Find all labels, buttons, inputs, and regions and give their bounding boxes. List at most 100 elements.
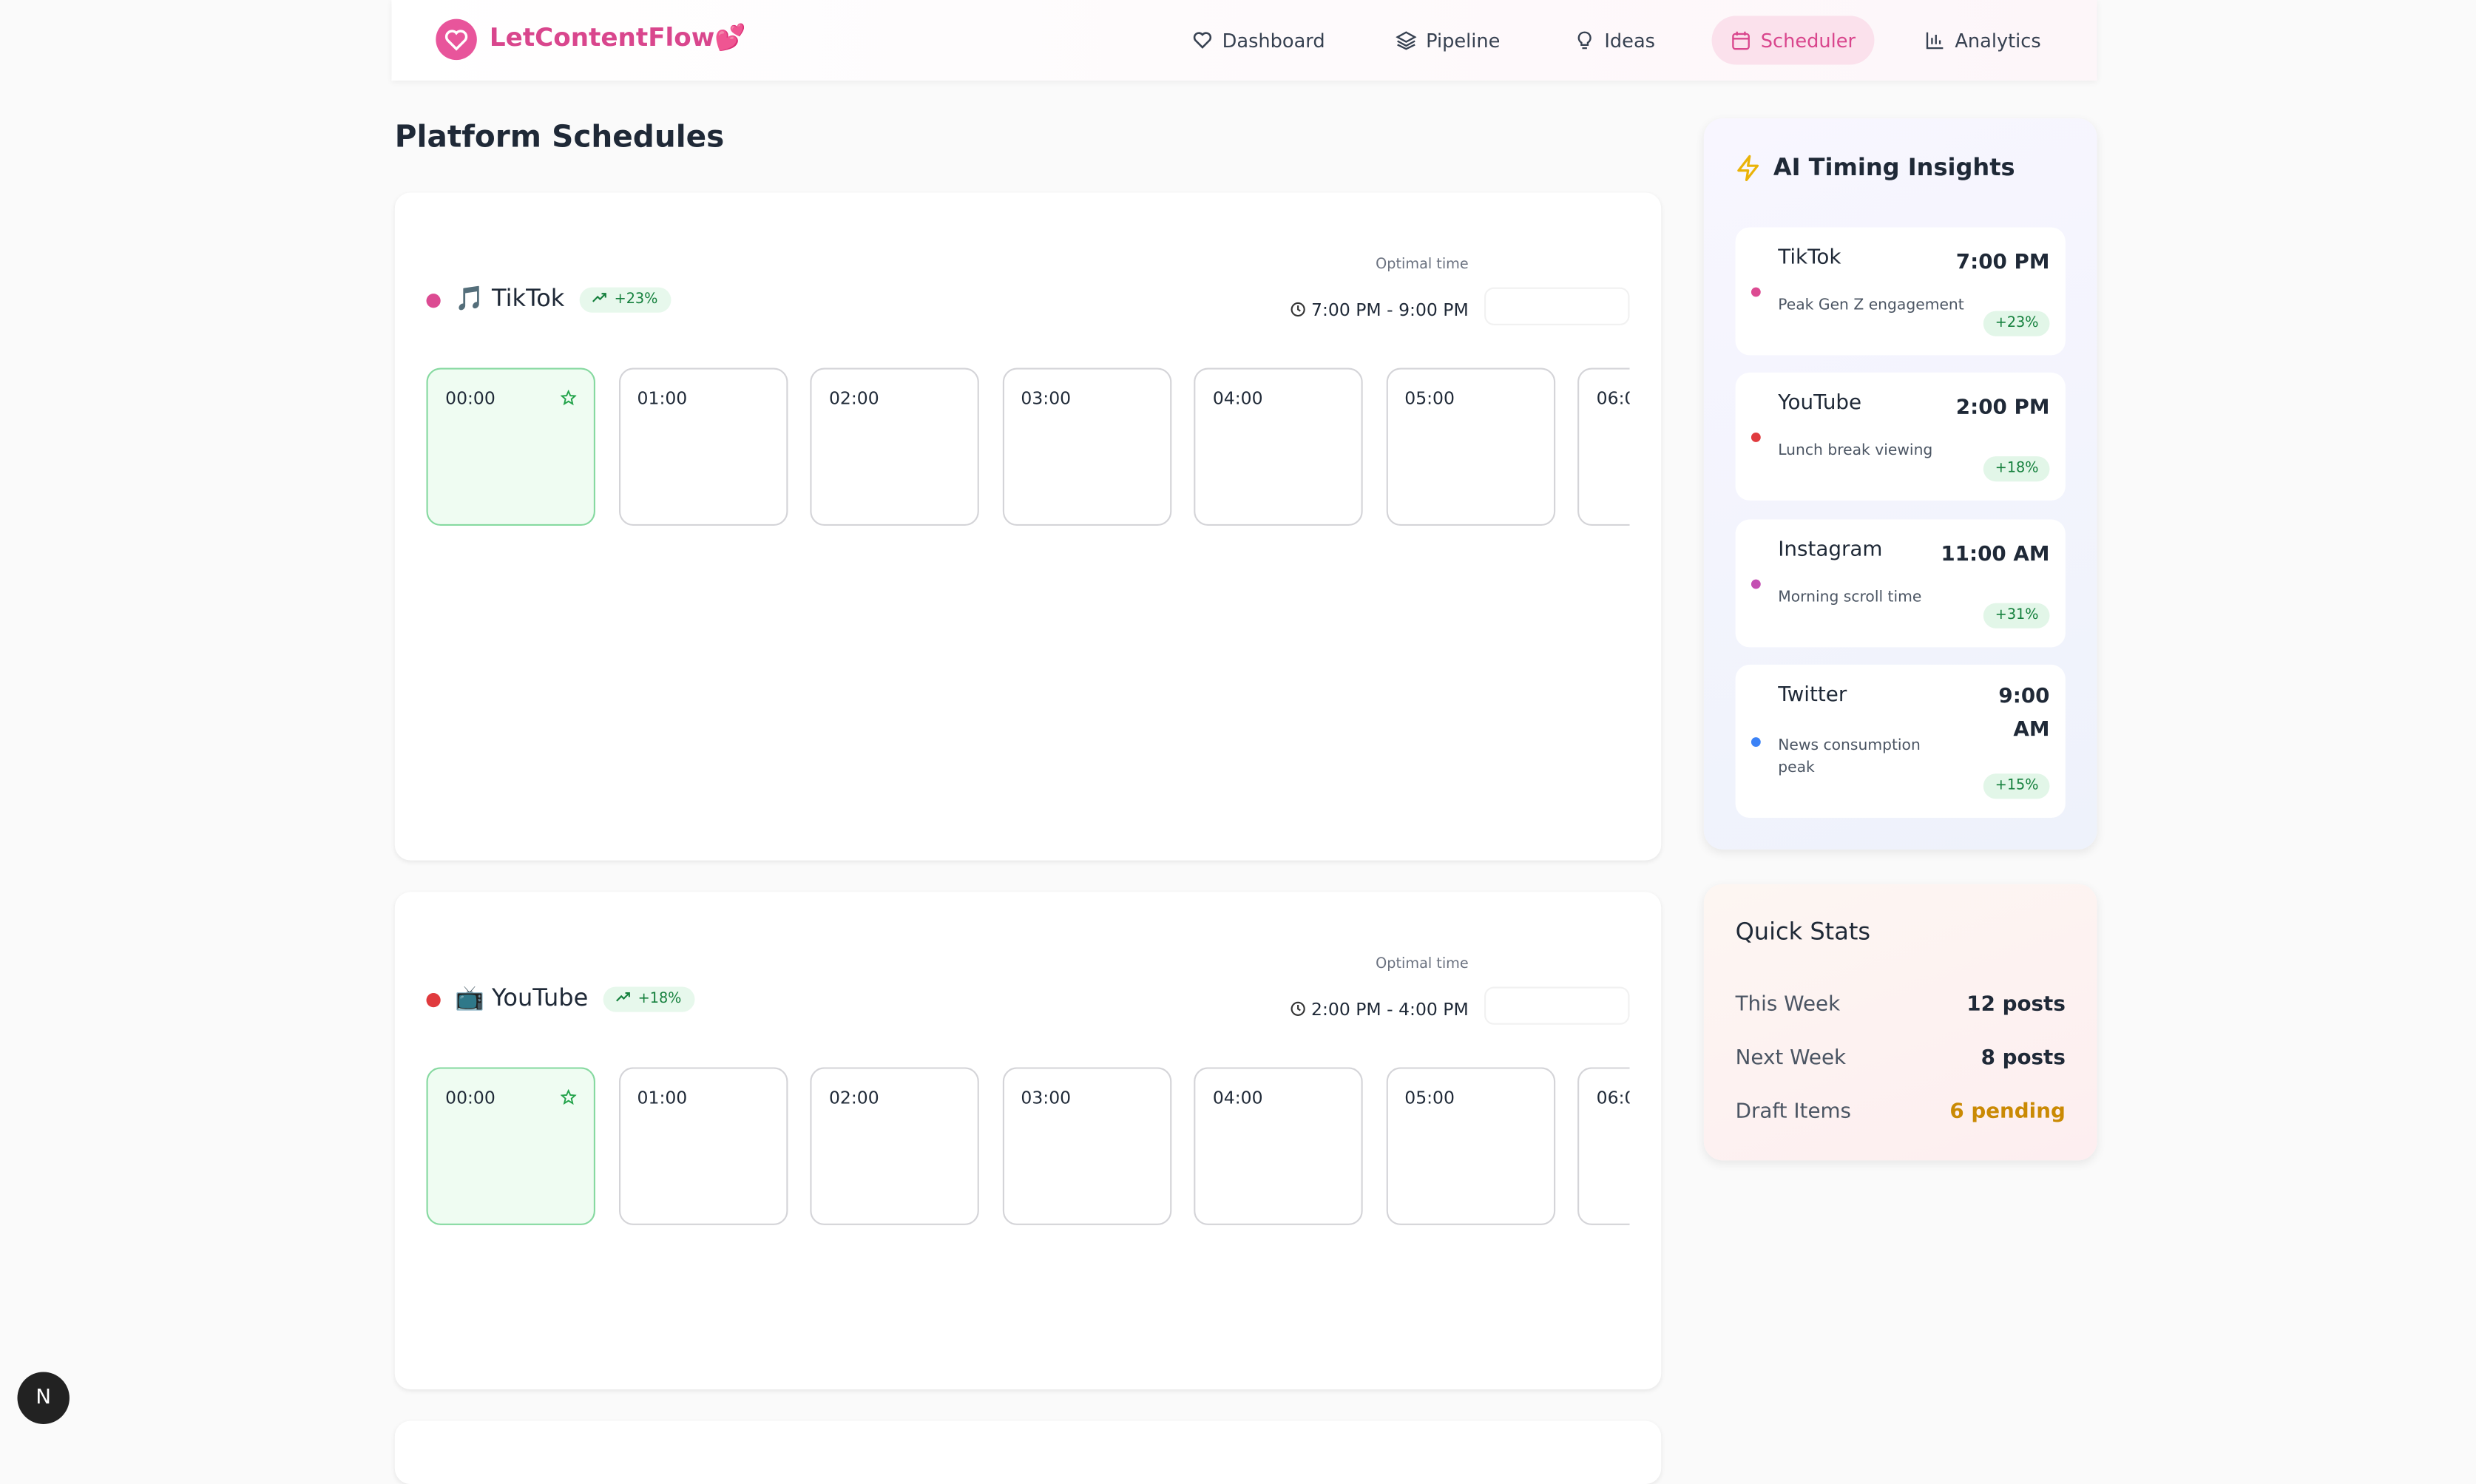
page-title: Platform Schedules (394, 120, 725, 155)
nav-label: Pipeline (1426, 29, 1501, 52)
slot-time: 05:00 (1404, 388, 1455, 410)
optimal-range: 7:00 PM - 9:00 PM (1291, 300, 1469, 320)
nav-icon (1577, 31, 1592, 50)
slot-time: 01:00 (637, 1088, 688, 1108)
brand-emoji: 💕 (714, 21, 746, 52)
time-slot[interactable]: 03:00 (1001, 367, 1171, 526)
nav-label: Analytics (1955, 29, 2041, 52)
insight-time: 7:00 PM (1955, 251, 2050, 275)
star-icon (560, 1089, 577, 1105)
slot-time: 00:00 (445, 388, 495, 410)
insight-note: Morning scroll time (1778, 589, 1922, 606)
page: LetContentFlow💕 Dashboard Pipeline Ideas Sc… (17, 0, 2097, 1424)
insight-lift: +31% (1983, 603, 2050, 629)
stat-row: This Week 12 posts (1736, 993, 2066, 1017)
top-nav: LetContentFlow💕 Dashboard Pipeline Ideas Sc… (391, 0, 2097, 81)
platform-name: 📺 YouTube (455, 983, 588, 1012)
insight-time: 2:00 PM (1955, 396, 2050, 420)
nav-icon (1926, 32, 1944, 50)
nav-item[interactable]: Scheduler (1711, 16, 1875, 65)
slot-time: 02:00 (828, 388, 879, 410)
insight-lift: +18% (1983, 456, 2050, 482)
insight-platform: YouTube (1778, 391, 1862, 416)
optimal-range-text: 2:00 PM - 4:00 PM (1311, 999, 1469, 1020)
schedule-card: 🎵 TikTok +23% Optimal time 7:00 PM - 9:00 P… (394, 192, 1662, 861)
platform-label: TikTok (492, 284, 565, 313)
slot-time: 02:00 (828, 1088, 879, 1108)
nav-icon (1193, 32, 1212, 49)
slot-time: 06:00 (1596, 1088, 1630, 1108)
slot-row: 00:00 01:00 02:00 03:00 04:00 05:00 06:00 (426, 1067, 1630, 1228)
slot-time: 06:00 (1596, 388, 1630, 410)
insights-panel: AI Timing Insights TikTok 7:00 PM Peak Gen… (1703, 118, 2097, 850)
time-slot[interactable]: 04:00 (1194, 367, 1363, 526)
optimal-label: Optimal time (1376, 956, 1469, 973)
time-slot[interactable]: 02:00 (810, 1067, 979, 1225)
nav-label: Dashboard (1222, 29, 1325, 52)
time-input[interactable] (1484, 287, 1630, 325)
time-slot[interactable]: 01:00 (618, 367, 788, 526)
time-slot[interactable]: 05:00 (1385, 1067, 1555, 1225)
stat-row: Next Week 8 posts (1736, 1047, 2066, 1071)
time-slot[interactable]: 02:00 (810, 367, 979, 526)
time-slot[interactable]: 03:00 (1001, 1067, 1171, 1225)
time-slot[interactable]: 06:00 (1577, 367, 1630, 526)
insight-note: Peak Gen Z engagement (1778, 297, 1964, 314)
growth-text: +18% (637, 991, 682, 1008)
growth-badge: +23% (579, 287, 671, 313)
time-slot[interactable]: 00:00 (426, 1067, 595, 1225)
slot-time: 05:00 (1404, 1088, 1455, 1108)
schedule-card (394, 1420, 1662, 1484)
slot-time: 04:00 (1212, 1088, 1263, 1108)
time-slot[interactable]: 06:00 (1577, 1067, 1630, 1225)
insight-time: 11:00 AM (1941, 543, 2050, 567)
insights-title: AI Timing Insights (1773, 153, 2015, 182)
slot-time: 03:00 (1021, 388, 1072, 410)
insight-lift: +23% (1983, 311, 2050, 336)
nav-item[interactable]: Dashboard (1173, 16, 1344, 64)
logo[interactable] (436, 18, 477, 61)
platform-dot (426, 294, 441, 308)
stat-row: Draft Items 6 pending (1736, 1100, 2066, 1124)
time-input[interactable] (1484, 986, 1630, 1025)
insight-platform: Twitter (1778, 683, 1847, 708)
platform-dot (1751, 431, 1761, 441)
platform-name: 🎵 TikTok (455, 284, 564, 312)
platform-dot (1751, 736, 1761, 746)
slot-time: 01:00 (637, 388, 688, 410)
star-icon (560, 390, 577, 406)
growth-badge: +18% (603, 986, 694, 1012)
app: LetContentFlow💕 Dashboard Pipeline Ideas Sc… (17, 0, 2097, 1424)
quick-stats-title: Quick Stats (1735, 917, 1871, 946)
optimal-label: Optimal time (1376, 257, 1469, 274)
slot-row: 00:00 01:00 02:00 03:00 04:00 05:00 06:00 (426, 367, 1630, 529)
stat-label: Draft Items (1735, 1100, 1852, 1125)
dev-badge[interactable]: N (17, 1372, 70, 1424)
slot-time: 04:00 (1212, 388, 1263, 410)
insight-platform: TikTok (1778, 246, 1841, 271)
platform-dot (426, 993, 441, 1008)
time-slot[interactable]: 05:00 (1385, 367, 1555, 526)
nav-item[interactable]: Analytics (1906, 16, 2060, 64)
nav-item[interactable]: Ideas (1555, 16, 1674, 64)
insight-platform: Instagram (1778, 538, 1883, 563)
insight-card: Twitter 9:00 AM News consumption peak +15% (1735, 664, 2066, 819)
growth-text: +23% (614, 292, 658, 308)
platform-emoji: 🎵 (454, 284, 484, 313)
platform-emoji: 📺 (454, 983, 484, 1012)
time-slot[interactable]: 00:00 (426, 367, 595, 526)
stat-label: Next Week (1735, 1046, 1847, 1071)
time-slot[interactable]: 01:00 (618, 1067, 788, 1225)
optimal-range: 2:00 PM - 4:00 PM (1291, 999, 1469, 1020)
insight-lift: +15% (1983, 773, 2050, 799)
time-slot[interactable]: 04:00 (1194, 1067, 1363, 1225)
brand-name: LetContentFlow (489, 21, 715, 52)
brand[interactable]: LetContentFlow💕 (490, 22, 746, 52)
bolt-icon (1737, 155, 1759, 182)
platform-label: YouTube (492, 983, 589, 1012)
insight-note: Lunch break viewing (1778, 441, 1933, 460)
insight-card: Instagram 11:00 AM Morning scroll time +31% (1735, 519, 2066, 648)
platform-dot (1751, 578, 1761, 589)
nav-label: Scheduler (1760, 29, 1856, 52)
nav-item[interactable]: Pipeline (1377, 16, 1519, 64)
